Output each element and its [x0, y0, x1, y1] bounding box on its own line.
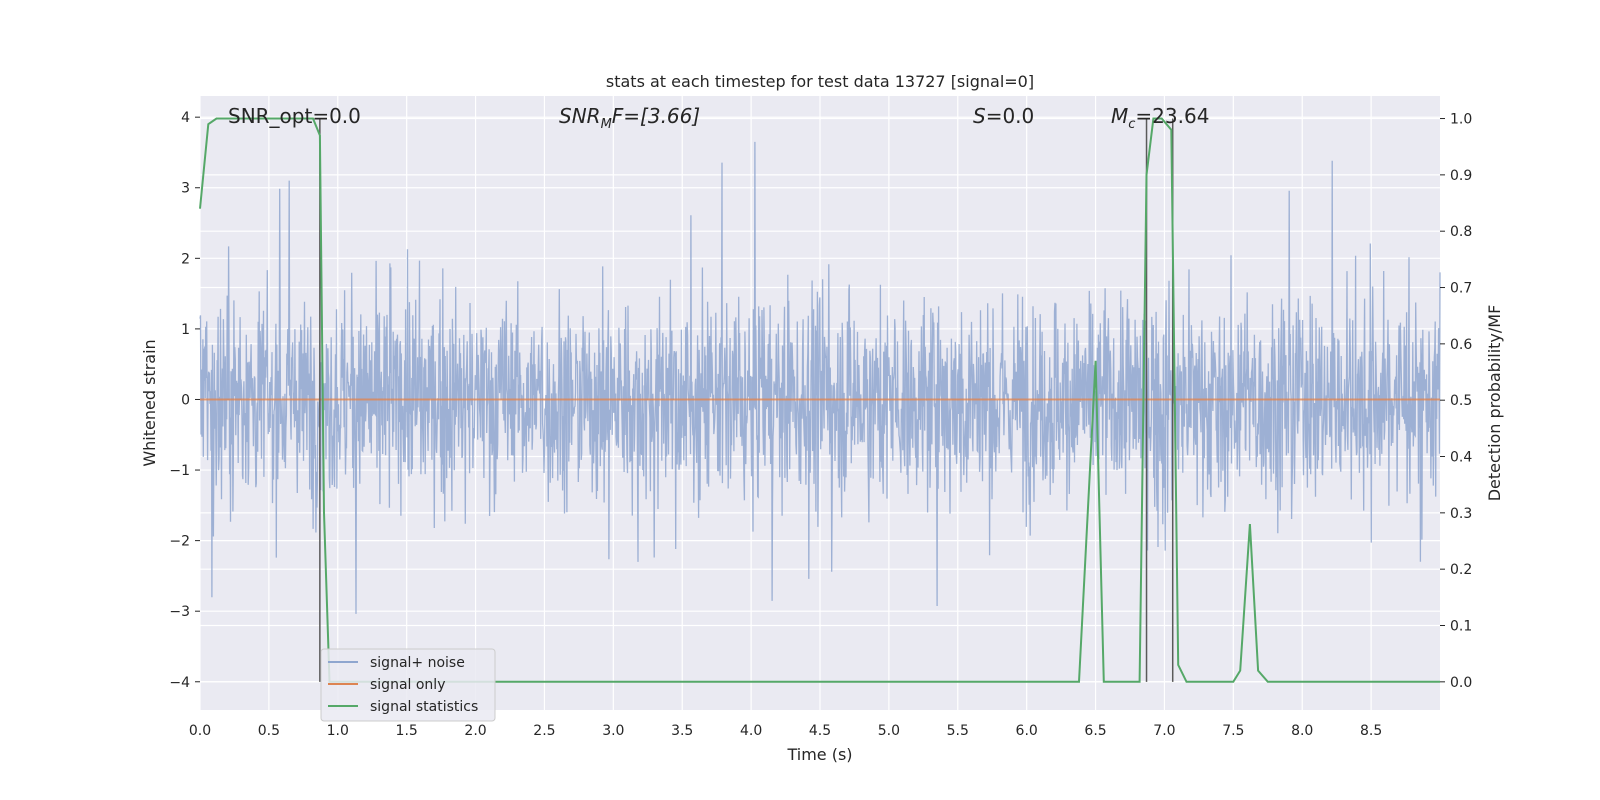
- y-right-tick-label: 0.1: [1450, 619, 1472, 635]
- y-tick-label: −2: [169, 534, 190, 550]
- x-tick-label: 2.5: [533, 723, 555, 739]
- chart-title: stats at each timestep for test data 137…: [606, 72, 1034, 91]
- y-right-tick-label: 0.8: [1450, 224, 1472, 240]
- x-axis-label: Time (s): [786, 745, 852, 764]
- y-right-tick-label: 0.9: [1450, 168, 1472, 184]
- y-tick-label: 0: [181, 392, 190, 408]
- y-axis-label: Whitened strain: [140, 339, 159, 466]
- x-tick-label: 7.0: [1153, 723, 1175, 739]
- y-tick-label: −1: [169, 463, 190, 479]
- y-right-tick-label: 0.4: [1450, 450, 1472, 466]
- y-right-axis-label: Detection probability/MF: [1485, 305, 1504, 502]
- y-tick-label: −3: [169, 604, 190, 620]
- annotation-mc: Mc=23.64: [1111, 104, 1209, 132]
- annotation-s: S=0.0: [973, 104, 1034, 128]
- legend: signal+ noise signal only signal statist…: [320, 648, 496, 722]
- y-right-ticks: 1.0 0.9 0.8 0.7 0.6 0.5 0.4 0.3 0.2 0.1 0.0: [1440, 112, 1472, 691]
- y-tick-label: 4: [181, 110, 190, 126]
- y-right-tick-label: 0.2: [1450, 562, 1472, 578]
- y-tick-label: 2: [181, 251, 190, 267]
- x-tick-label: 8.0: [1291, 723, 1313, 739]
- x-tick-label: 3.5: [671, 723, 693, 739]
- x-tick-label: 1.0: [327, 723, 349, 739]
- y-tick-label: −4: [169, 675, 190, 691]
- stats-series: [199, 117, 1440, 683]
- noise-line: [199, 141, 1441, 614]
- noise-series: [199, 141, 1441, 614]
- y-right-tick-label: 0.0: [1450, 675, 1472, 691]
- x-tick-label: 6.0: [1016, 723, 1038, 739]
- y-right-tick-label: 0.7: [1450, 281, 1472, 297]
- y-right-tick-label: 0.3: [1450, 506, 1472, 522]
- stats-line: [199, 117, 1440, 683]
- x-tick-label: 8.5: [1360, 723, 1382, 739]
- annotation-snr-opt: SNR_opt=0.0: [228, 104, 361, 128]
- legend-label-signal: signal only: [370, 677, 445, 693]
- legend-label-stats: signal statistics: [370, 699, 478, 715]
- x-tick-label: 7.5: [1222, 723, 1244, 739]
- x-ticks: 0.0 0.5 1.0 1.5 2.0 2.5 3.0 3.5 4.0 4.5 5.0 5.5 6.0 6…: [189, 723, 1382, 739]
- y-ticks: 4 3 2 1 0 −1 −2 −3 −4: [169, 110, 200, 691]
- x-tick-label: 3.0: [602, 723, 624, 739]
- x-tick-label: 6.5: [1084, 723, 1106, 739]
- legend-label-noise: signal+ noise: [370, 655, 465, 671]
- y-right-tick-label: 1.0: [1450, 112, 1472, 128]
- x-tick-label: 4.5: [809, 723, 831, 739]
- x-tick-label: 5.5: [947, 723, 969, 739]
- y-right-tick-label: 0.6: [1450, 337, 1472, 353]
- x-tick-label: 0.5: [258, 723, 280, 739]
- x-tick-label: 5.0: [878, 723, 900, 739]
- x-tick-label: 0.0: [189, 723, 211, 739]
- x-tick-label: 1.5: [396, 723, 418, 739]
- y-tick-label: 1: [181, 322, 190, 338]
- annotation-snr-mf: SNRMF=[3.66]: [559, 104, 700, 132]
- x-tick-label: 4.0: [740, 723, 762, 739]
- y-tick-label: 3: [181, 181, 190, 197]
- x-tick-label: 2.0: [464, 723, 486, 739]
- legend-box: [320, 648, 496, 722]
- y-right-tick-label: 0.5: [1450, 393, 1472, 409]
